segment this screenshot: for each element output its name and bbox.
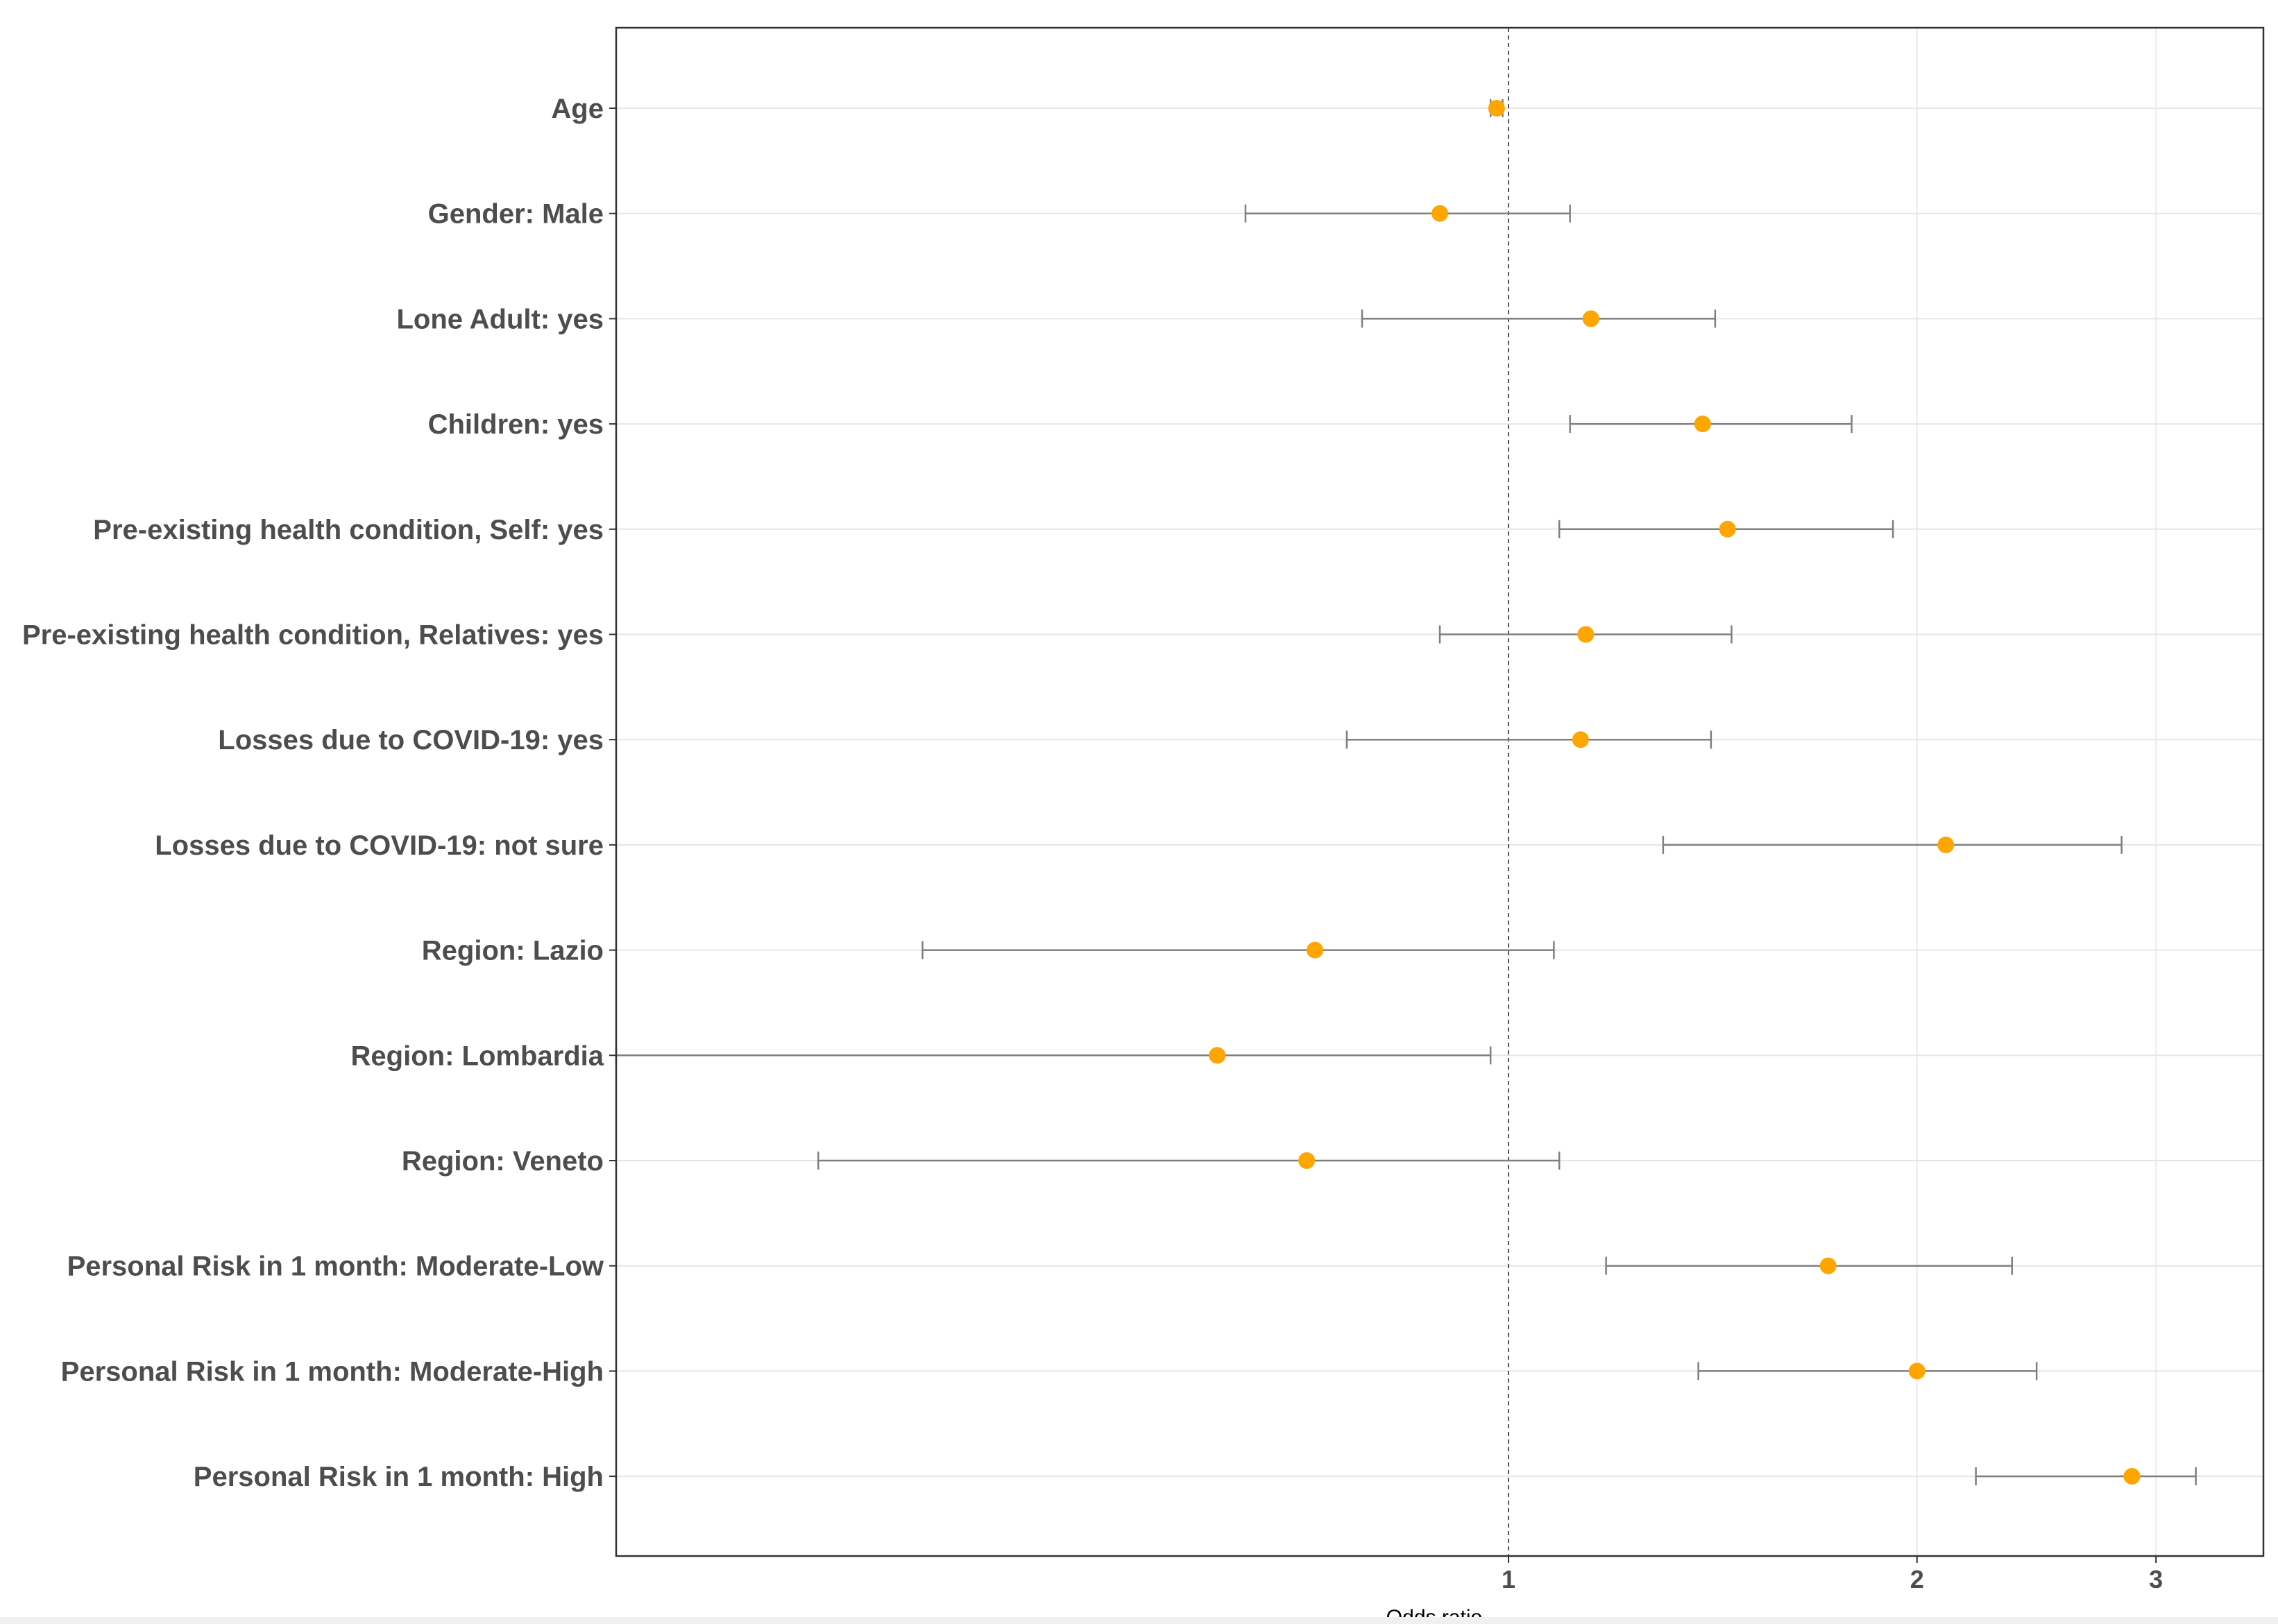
estimate-point <box>1937 836 1955 853</box>
row-label: Pre-existing health condition, Relatives… <box>22 620 604 651</box>
row-label: Region: Lombardia <box>351 1041 604 1071</box>
panel-border <box>615 26 2265 1557</box>
x-tick-label: 2 <box>1910 1565 1924 1593</box>
estimate-point <box>1719 520 1736 538</box>
row-label: Children: yes <box>428 409 604 440</box>
row-label: Gender: Male <box>428 199 604 230</box>
error-bars <box>615 99 2197 1486</box>
estimate-point <box>1431 205 1449 222</box>
y-axis-ticks <box>609 108 616 1478</box>
estimate-point <box>1488 100 1505 117</box>
estimate-point <box>1577 626 1595 643</box>
row-label: Personal Risk in 1 month: Moderate-Low <box>67 1251 604 1282</box>
row-label: Losses due to COVID-19: not sure <box>155 830 604 861</box>
row-label: Personal Risk in 1 month: High <box>194 1462 604 1492</box>
estimate-point <box>1307 941 1324 959</box>
row-label: Losses due to COVID-19: yes <box>218 725 604 755</box>
x-axis: 1 2 3 <box>1502 1556 2163 1593</box>
estimate-point <box>1298 1152 1316 1169</box>
row-label: Personal Risk in 1 month: Moderate-High <box>61 1356 604 1387</box>
bottom-strip <box>0 1617 2278 1624</box>
x-tick-label: 3 <box>2149 1565 2163 1593</box>
estimate-point <box>1819 1257 1837 1274</box>
row-label: Region: Lazio <box>422 936 604 966</box>
row-label: Lone Adult: yes <box>396 304 604 334</box>
y-axis-labels: Age Gender: Male Lone Adult: yes Children: … <box>22 94 604 1492</box>
x-tick-label: 1 <box>1502 1565 1515 1593</box>
estimate-points <box>1209 100 2141 1485</box>
row-label: Region: Veneto <box>402 1146 604 1177</box>
estimate-point <box>2123 1468 2141 1485</box>
row-label: Age <box>551 94 604 124</box>
estimate-point <box>1908 1362 1926 1380</box>
row-label: Pre-existing health condition, Self: yes <box>93 515 604 545</box>
estimate-point <box>1209 1047 1226 1064</box>
estimate-point <box>1694 416 1711 433</box>
estimate-point <box>1572 731 1589 749</box>
estimate-point <box>1582 310 1599 327</box>
